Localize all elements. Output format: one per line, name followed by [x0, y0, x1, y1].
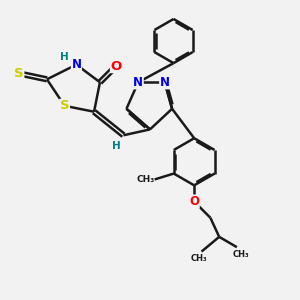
Text: H: H — [60, 52, 68, 62]
Text: CH₃: CH₃ — [190, 254, 207, 263]
Text: H: H — [112, 142, 121, 152]
Text: N: N — [160, 76, 170, 89]
Text: S: S — [14, 67, 24, 80]
Text: CH₃: CH₃ — [233, 250, 250, 259]
Text: S: S — [60, 99, 69, 112]
Text: O: O — [189, 195, 199, 208]
Text: O: O — [110, 60, 122, 73]
Text: N: N — [133, 76, 143, 89]
Text: N: N — [71, 58, 81, 71]
Text: CH₃: CH₃ — [136, 175, 154, 184]
